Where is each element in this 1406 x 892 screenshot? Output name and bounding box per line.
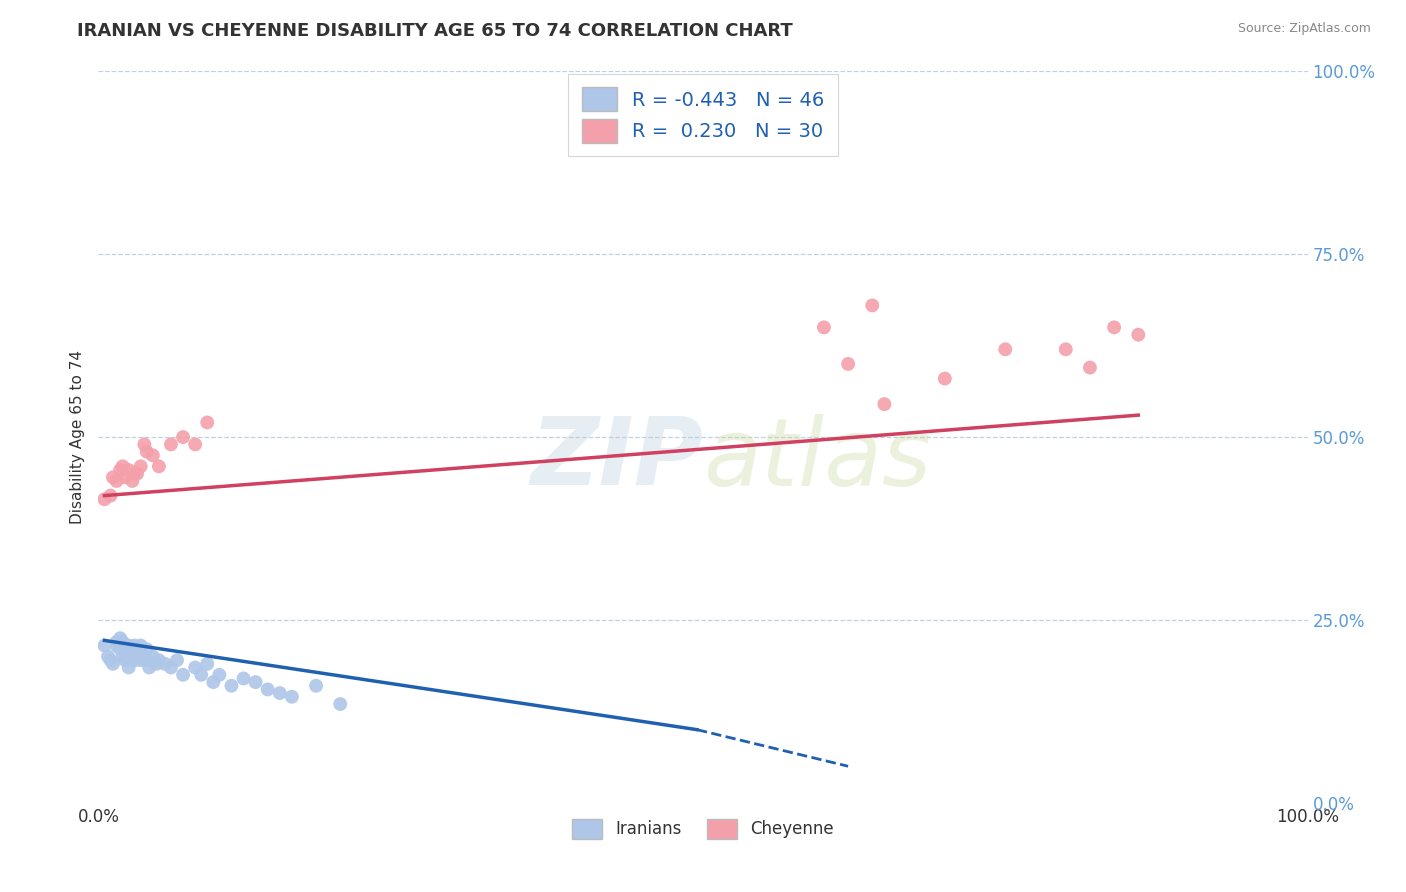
Point — [101, 657, 124, 671]
Point — [148, 653, 170, 667]
Text: Source: ZipAtlas.com: Source: ZipAtlas.com — [1237, 22, 1371, 36]
Point — [195, 657, 218, 671]
Point — [114, 470, 136, 484]
Point — [111, 459, 134, 474]
Point — [129, 639, 152, 653]
Point — [305, 679, 328, 693]
Point — [105, 635, 128, 649]
Point — [148, 459, 170, 474]
Point — [184, 437, 207, 451]
Point — [160, 660, 183, 674]
Y-axis label: Disability Age 65 to 74: Disability Age 65 to 74 — [69, 350, 84, 524]
Point — [184, 660, 207, 674]
Point — [127, 646, 149, 660]
Point — [134, 649, 156, 664]
Point — [195, 416, 218, 430]
Point — [135, 653, 157, 667]
Point — [172, 667, 194, 681]
Point — [100, 489, 122, 503]
Point — [118, 649, 141, 664]
Point — [118, 660, 141, 674]
Point — [221, 679, 243, 693]
Point — [329, 697, 352, 711]
Point — [121, 653, 143, 667]
Point — [108, 642, 131, 657]
Point — [232, 672, 254, 686]
Point — [134, 437, 156, 451]
Point — [100, 653, 122, 667]
Legend: Iranians, Cheyenne: Iranians, Cheyenne — [565, 812, 841, 846]
Point — [281, 690, 304, 704]
Point — [135, 642, 157, 657]
Point — [1078, 360, 1101, 375]
Point — [101, 470, 124, 484]
Point — [994, 343, 1017, 357]
Point — [190, 667, 212, 681]
Point — [1102, 320, 1125, 334]
Point — [118, 639, 141, 653]
Point — [121, 642, 143, 657]
Point — [1054, 343, 1077, 357]
Point — [124, 653, 146, 667]
Point — [108, 632, 131, 646]
Point — [93, 492, 115, 507]
Point — [153, 657, 176, 671]
Point — [142, 448, 165, 462]
Point — [97, 649, 120, 664]
Point — [121, 474, 143, 488]
Text: atlas: atlas — [703, 414, 931, 505]
Point — [114, 639, 136, 653]
Point — [160, 437, 183, 451]
Point — [124, 467, 146, 481]
Point — [269, 686, 291, 700]
Point — [256, 682, 278, 697]
Text: ZIP: ZIP — [530, 413, 703, 505]
Text: IRANIAN VS CHEYENNE DISABILITY AGE 65 TO 74 CORRELATION CHART: IRANIAN VS CHEYENNE DISABILITY AGE 65 TO… — [77, 22, 793, 40]
Point — [934, 371, 956, 385]
Point — [245, 675, 267, 690]
Point — [129, 459, 152, 474]
Point — [118, 463, 141, 477]
Point — [129, 653, 152, 667]
Point — [114, 653, 136, 667]
Point — [1128, 327, 1150, 342]
Point — [105, 639, 128, 653]
Point — [111, 649, 134, 664]
Point — [142, 649, 165, 664]
Point — [124, 639, 146, 653]
Point — [813, 320, 835, 334]
Point — [208, 667, 231, 681]
Point — [135, 444, 157, 458]
Point — [202, 675, 225, 690]
Point — [172, 430, 194, 444]
Point — [873, 397, 896, 411]
Point — [860, 298, 883, 312]
Point — [166, 653, 188, 667]
Point — [108, 463, 131, 477]
Point — [837, 357, 859, 371]
Point — [145, 657, 167, 671]
Point — [138, 660, 160, 674]
Point — [105, 474, 128, 488]
Point — [127, 467, 149, 481]
Point — [111, 635, 134, 649]
Point — [93, 639, 115, 653]
